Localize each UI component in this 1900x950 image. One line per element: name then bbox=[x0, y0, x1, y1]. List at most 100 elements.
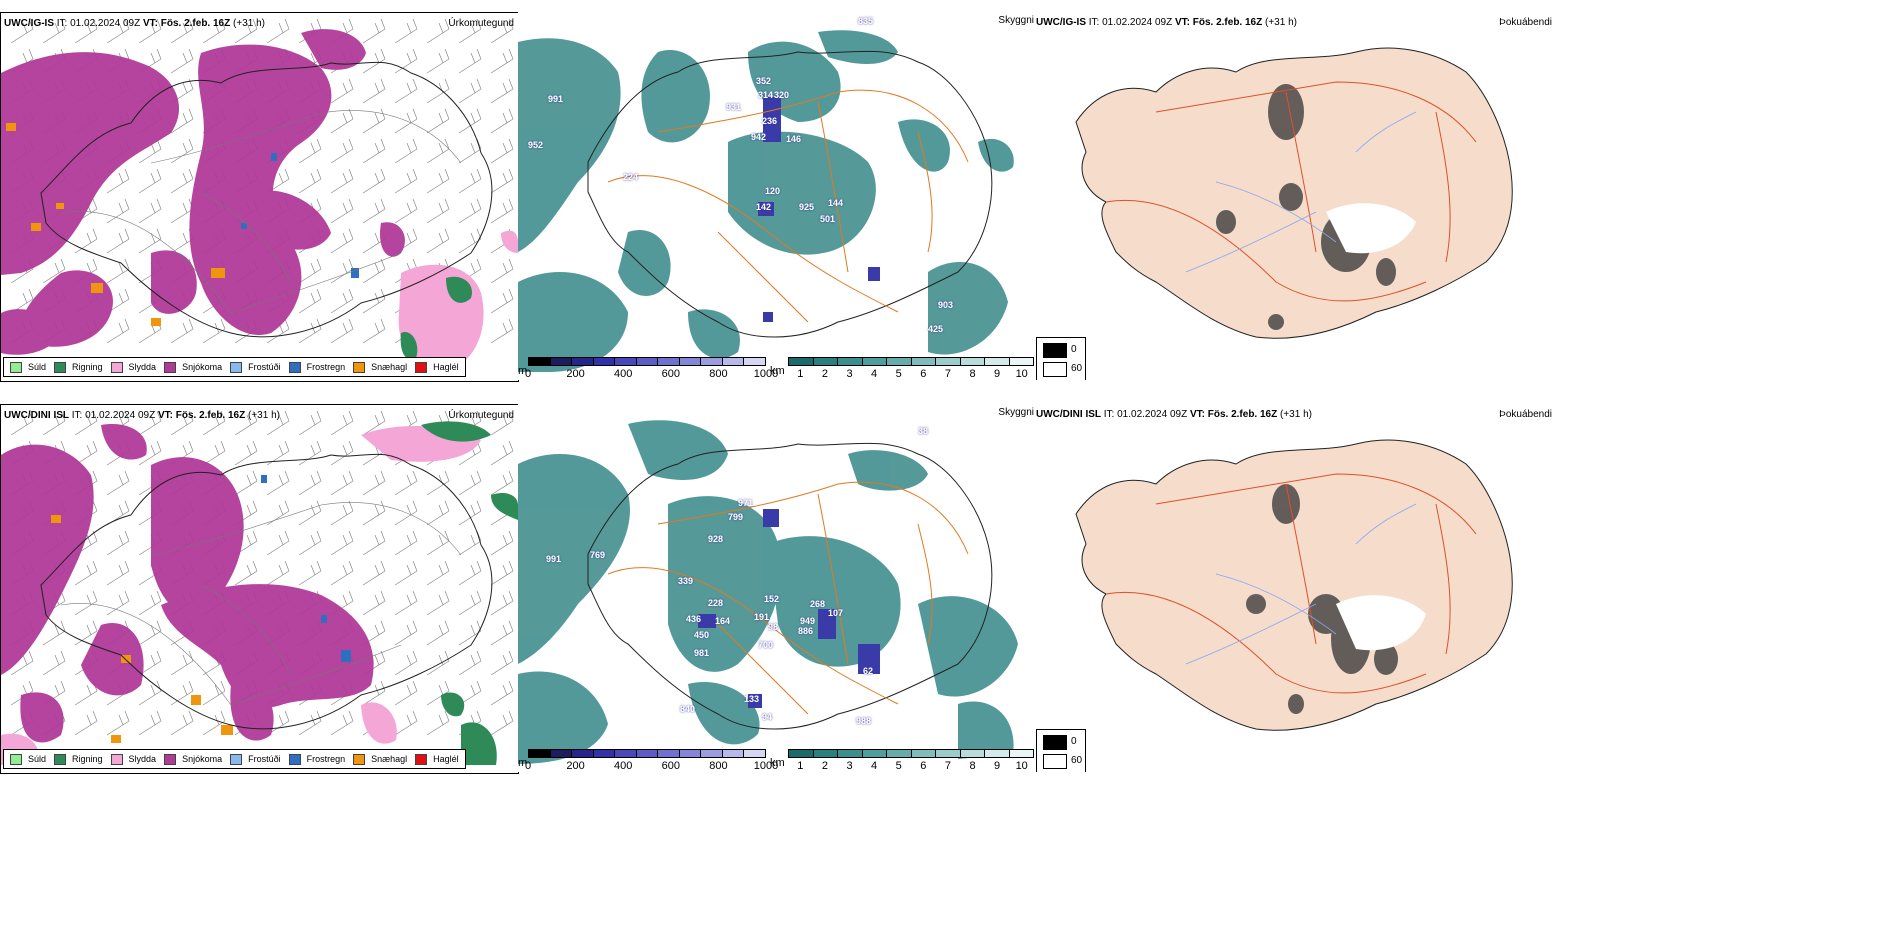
visibility-value-label: 120 bbox=[765, 186, 781, 196]
wind-barb bbox=[106, 590, 130, 616]
colorbar-tick-label: 9 bbox=[994, 368, 1001, 380]
wind-barb bbox=[266, 500, 290, 526]
wind-barb bbox=[426, 710, 450, 736]
wind-barb bbox=[394, 198, 418, 224]
ice-pellet-areas bbox=[6, 123, 225, 326]
wind-barb bbox=[394, 650, 418, 676]
wind-barb bbox=[362, 168, 386, 194]
colorbar-tick-label: 3 bbox=[846, 760, 853, 772]
visibility-value-label: 981 bbox=[694, 648, 710, 658]
colorbar-tick-label: 10 bbox=[1015, 760, 1028, 772]
wind-barb bbox=[330, 228, 354, 254]
colorbar-cell bbox=[813, 750, 838, 757]
wind-barb bbox=[298, 168, 322, 194]
colorbar-cell bbox=[838, 750, 863, 757]
precip-legend-item: Snjókoma bbox=[164, 361, 222, 373]
wind-barb bbox=[234, 18, 258, 44]
wind-barb bbox=[10, 410, 34, 436]
visibility-value-label: 886 bbox=[798, 626, 814, 636]
visibility-value-label: 942 bbox=[751, 132, 767, 142]
wind-barb bbox=[490, 590, 514, 616]
wind-barb bbox=[458, 470, 482, 496]
colorbar-tick-label: 1000 bbox=[753, 760, 779, 772]
visibility-value-label: 339 bbox=[678, 576, 694, 586]
wind-barb bbox=[490, 258, 514, 284]
visibility-value-label: 835 bbox=[858, 16, 874, 26]
iceland-landmass bbox=[1075, 439, 1513, 731]
map-header-row2: UWC/DINI ISL IT: 01.02.2024 09Z VT: Fös.… bbox=[4, 410, 280, 421]
wind-barb bbox=[266, 440, 290, 466]
wind-barb bbox=[426, 18, 450, 44]
wind-barb bbox=[106, 318, 130, 344]
wind-barb bbox=[394, 590, 418, 616]
colorbar-tick-label: 4 bbox=[871, 368, 878, 380]
colorbar-cell bbox=[960, 358, 985, 365]
visibility-value-label: 988 bbox=[856, 716, 872, 726]
wind-barb bbox=[362, 78, 386, 104]
colorbar-cell bbox=[572, 358, 594, 365]
wind-barb bbox=[426, 650, 450, 676]
wind-barb bbox=[266, 560, 290, 586]
wind-barb bbox=[74, 620, 98, 646]
snow-areas bbox=[1, 424, 374, 743]
wind-barb bbox=[330, 168, 354, 194]
colorbar-cell bbox=[550, 750, 573, 757]
wind-barb bbox=[458, 650, 482, 676]
wind-barb bbox=[42, 18, 66, 44]
wind-barb bbox=[362, 410, 386, 436]
wind-barb bbox=[426, 500, 450, 526]
visibility-value-label: 840 bbox=[680, 704, 696, 714]
cloud-title: Þokuábendi bbox=[1499, 17, 1552, 28]
colorbar-tick-label: 7 bbox=[944, 760, 951, 772]
wind-barb bbox=[362, 258, 386, 284]
wind-barb bbox=[298, 500, 322, 526]
legend-swatch bbox=[353, 753, 366, 765]
wind-barb bbox=[298, 138, 322, 164]
wind-barb bbox=[426, 620, 450, 646]
wind-barb bbox=[330, 78, 354, 104]
colorbar-tick-label: 1 bbox=[797, 368, 804, 380]
map-header-cloud-row2: UWC/DINI ISL IT: 01.02.2024 09Z VT: Fös.… bbox=[1036, 409, 1312, 420]
wind-barb bbox=[394, 78, 418, 104]
precip-title: Úrkomutegund bbox=[448, 18, 514, 29]
colorbar-cell bbox=[911, 750, 936, 757]
wind-barb bbox=[362, 288, 386, 314]
cloud-title: Þokuábendi bbox=[1499, 409, 1552, 420]
colorbar-tick-label: 400 bbox=[614, 760, 633, 772]
wind-barb bbox=[490, 18, 514, 44]
legend-swatch bbox=[164, 361, 177, 373]
rivers bbox=[1185, 111, 1417, 273]
legend-swatch bbox=[110, 753, 123, 765]
road-lines bbox=[60, 110, 462, 314]
colorbar-tick-label: 8 bbox=[969, 368, 976, 380]
wind-barb bbox=[458, 108, 482, 134]
colorbar-tick-label: 4 bbox=[871, 760, 878, 772]
wind-barb bbox=[170, 168, 194, 194]
wind-barb bbox=[330, 470, 354, 496]
wind-barb bbox=[202, 410, 226, 436]
colorbar-cell bbox=[529, 750, 551, 757]
wind-barb bbox=[458, 198, 482, 224]
wind-barb bbox=[458, 500, 482, 526]
precip-legend: Súld Rigning Slydda Snjókoma Frostúði Frostre… bbox=[3, 357, 466, 377]
wind-barb bbox=[266, 18, 290, 44]
wind-barb bbox=[362, 560, 386, 586]
colorbar-tick-label: 7 bbox=[944, 368, 951, 380]
vis-km-colorbar: 1 2 3 4 5 6 7 8 9 10 bbox=[788, 357, 1034, 380]
visibility-value-label: 991 bbox=[546, 554, 562, 564]
freezing-areas bbox=[241, 153, 359, 278]
wind-barb bbox=[458, 560, 482, 586]
wind-barb bbox=[490, 530, 514, 556]
wind-barb bbox=[394, 18, 418, 44]
colorbar-cell bbox=[572, 750, 594, 757]
colorbar-cell bbox=[862, 750, 887, 757]
vis-km-unit: km bbox=[770, 365, 785, 377]
colorbar-cell bbox=[615, 750, 637, 757]
visibility-value-label: 991 bbox=[548, 94, 564, 104]
colorbar-cell bbox=[887, 750, 912, 757]
visibility-value-label: 925 bbox=[799, 202, 815, 212]
wind-barb bbox=[490, 680, 514, 706]
rain-areas bbox=[421, 421, 518, 765]
visibility-value-label: 152 bbox=[764, 594, 780, 604]
wind-barb bbox=[170, 18, 194, 44]
